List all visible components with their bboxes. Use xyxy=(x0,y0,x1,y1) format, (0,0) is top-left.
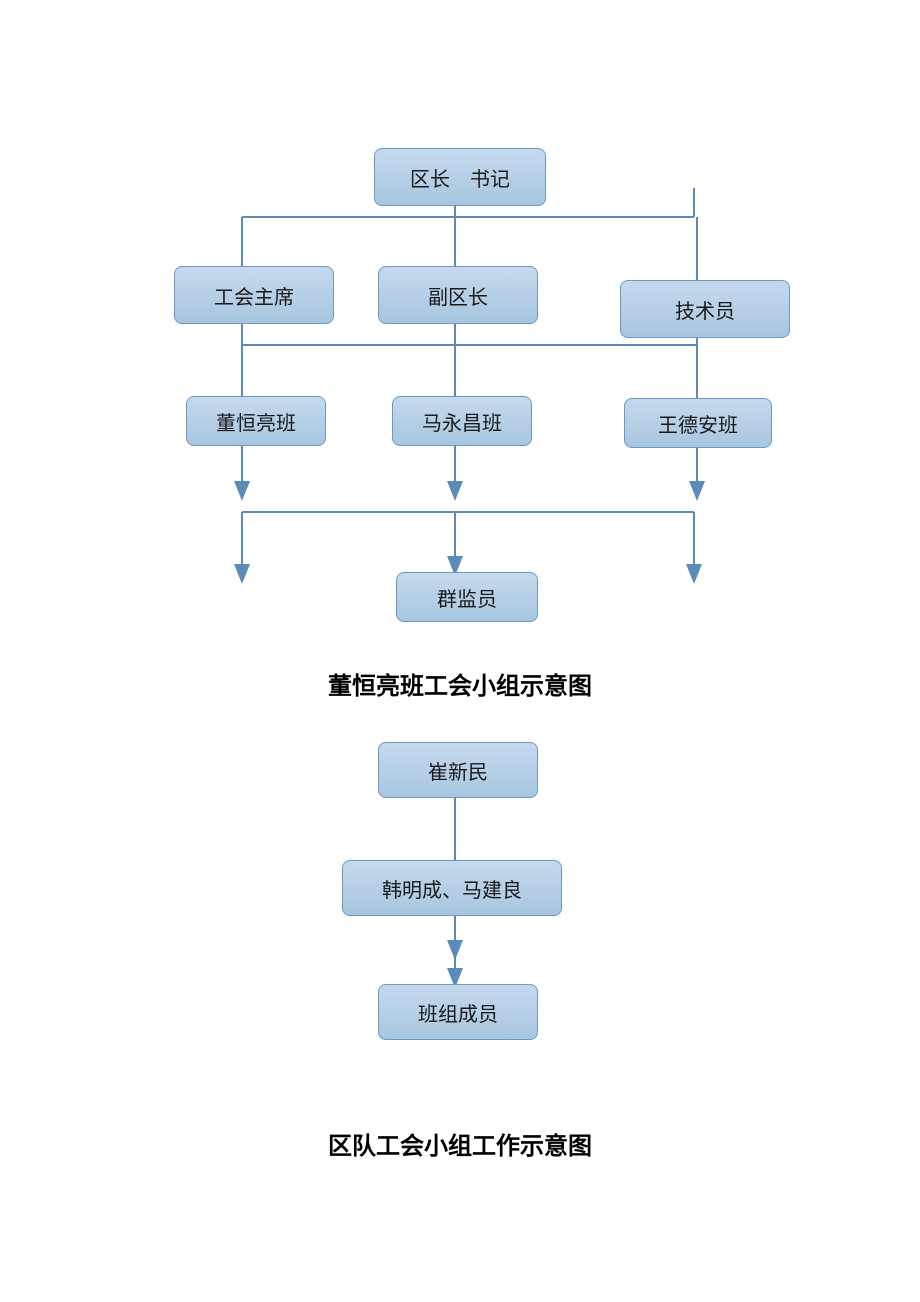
chart1-title: 董恒亮班工会小组示意图 xyxy=(0,666,920,701)
node-top: 区长 书记 xyxy=(374,148,546,206)
node-l3b: 马永昌班 xyxy=(392,396,532,446)
node-c2n2: 韩明成、马建良 xyxy=(342,860,562,916)
node-c2n3: 班组成员 xyxy=(378,984,538,1040)
chart2-title: 区队工会小组工作示意图 xyxy=(0,1126,920,1161)
node-l2a: 工会主席 xyxy=(174,266,334,324)
node-l3c: 王德安班 xyxy=(624,398,772,448)
node-l2c: 技术员 xyxy=(620,280,790,338)
node-bot: 群监员 xyxy=(396,572,538,622)
node-c2n1: 崔新民 xyxy=(378,742,538,798)
node-l2b: 副区长 xyxy=(378,266,538,324)
node-l3a: 董恒亮班 xyxy=(186,396,326,446)
